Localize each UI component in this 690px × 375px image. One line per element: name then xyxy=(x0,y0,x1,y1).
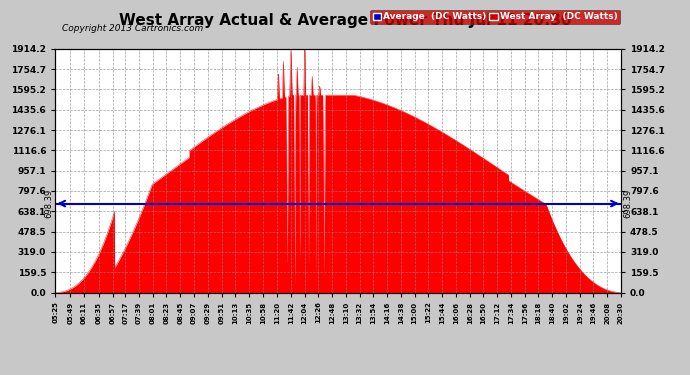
Text: 698.39: 698.39 xyxy=(623,189,632,218)
Legend: Average  (DC Watts), West Array  (DC Watts): Average (DC Watts), West Array (DC Watts… xyxy=(370,10,620,24)
Text: Copyright 2013 Cartronics.com: Copyright 2013 Cartronics.com xyxy=(62,24,204,33)
Text: West Array Actual & Average Power Thu Jul 11 20:30: West Array Actual & Average Power Thu Ju… xyxy=(119,13,571,28)
Text: 698.39: 698.39 xyxy=(44,189,53,218)
